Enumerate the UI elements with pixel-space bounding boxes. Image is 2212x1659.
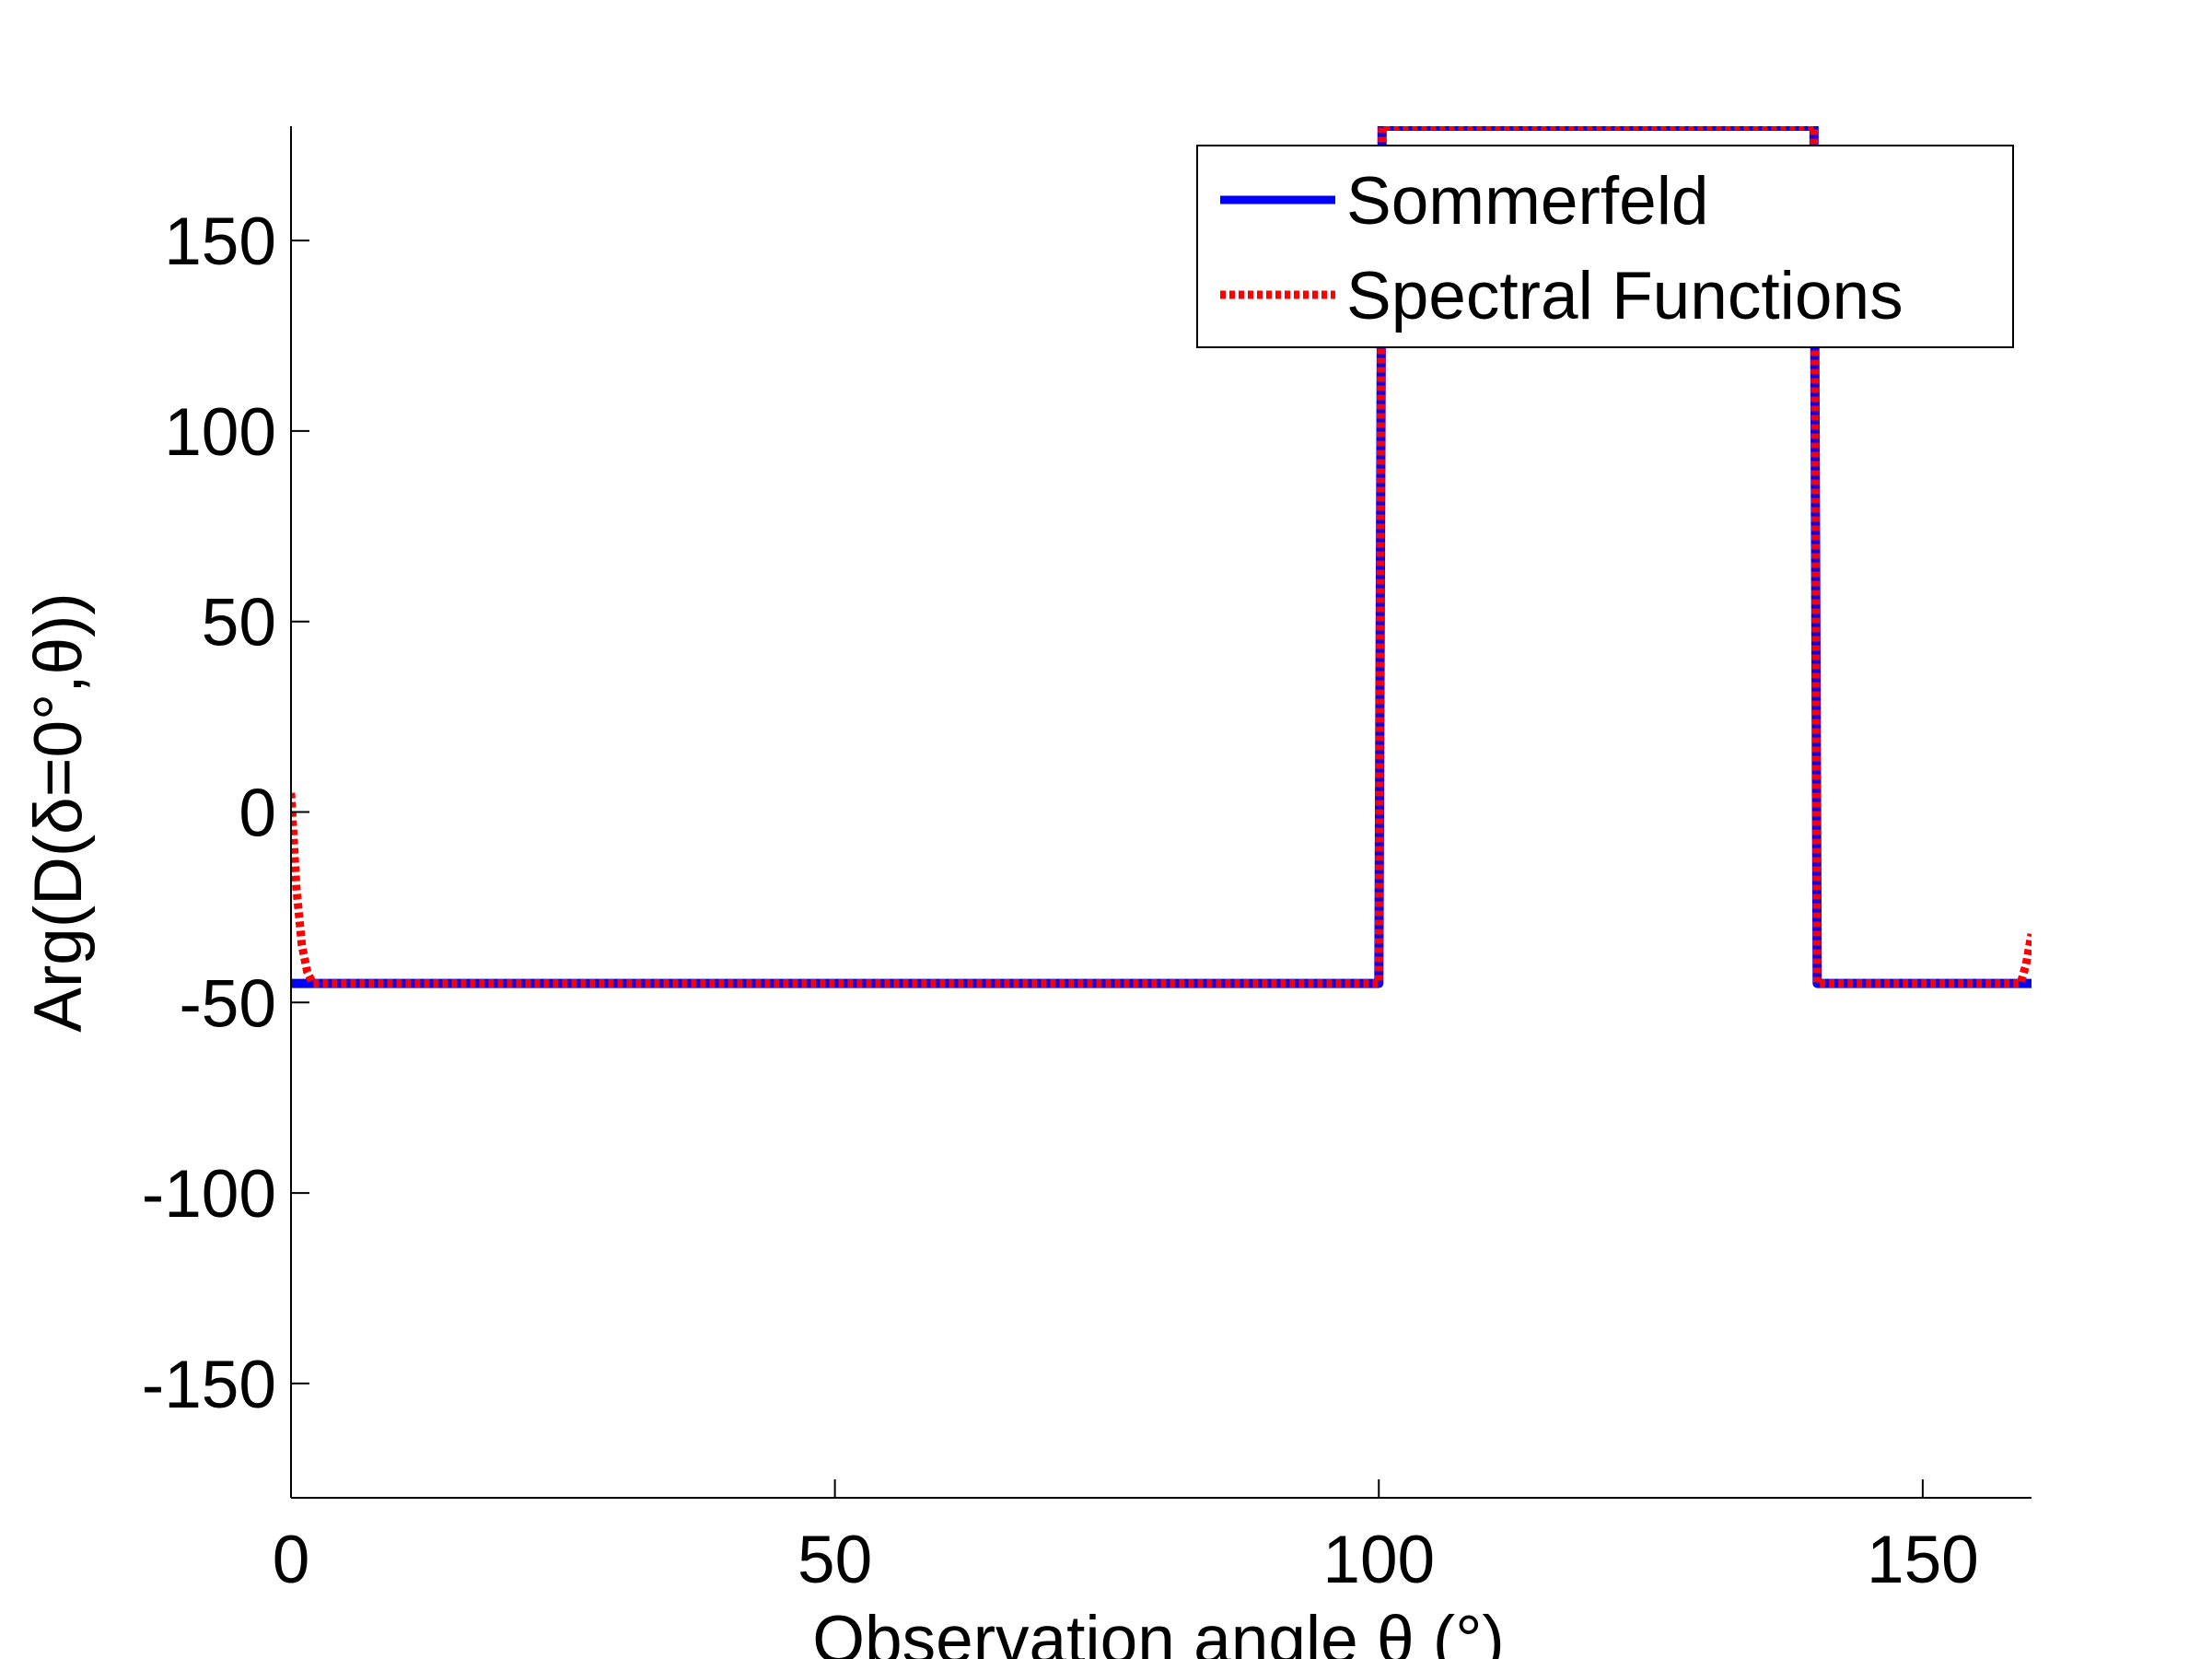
x-tick-label: 150 [1867, 1523, 1979, 1597]
y-tick-label: 150 [164, 204, 276, 279]
legend-label-spectral-functions: Spectral Functions [1346, 259, 1903, 333]
legend-box [1196, 145, 2014, 348]
x-axis-label: Observation angle θ (°) [812, 1603, 1504, 1659]
series-layer [291, 126, 2032, 988]
y-tick-label: -150 [142, 1348, 276, 1422]
y-tick-label: -100 [142, 1157, 276, 1232]
plot-area [291, 126, 2032, 1498]
y-tick-label: 100 [164, 395, 276, 470]
x-ticks: 0 50 100 150 [273, 1479, 1979, 1597]
legend-label-sommerfeld: Sommerfeld [1346, 164, 1709, 239]
x-tick-label: 100 [1322, 1523, 1435, 1597]
x-tick-label: 0 [273, 1523, 310, 1597]
y-axis-label: Arg(D(δ=0°,θ)) [21, 592, 96, 1033]
y-ticks: 150 100 50 0 -50 -100 -150 [142, 204, 309, 1422]
y-tick-label: -50 [179, 966, 276, 1041]
series-line-spectral-functions [291, 126, 2032, 988]
legend: Sommerfeld Spectral Functions [1196, 145, 2014, 348]
x-tick-label: 50 [797, 1523, 872, 1597]
y-tick-label: 0 [239, 777, 276, 851]
y-tick-label: 50 [202, 586, 276, 660]
